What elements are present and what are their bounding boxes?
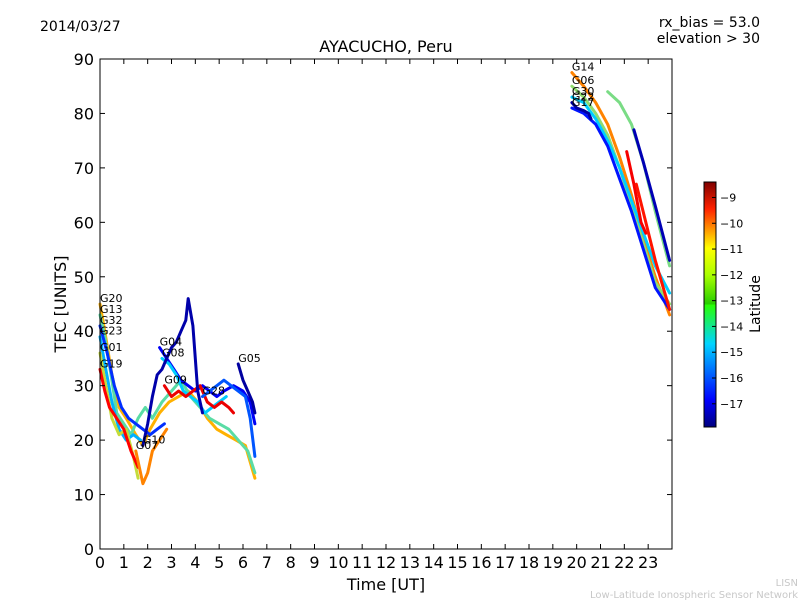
series-label-g01: G01 [100,341,123,354]
x-tick-label: 10 [328,553,348,572]
y-axis-ticks: 0 10 20 30 40 50 60 70 80 90 [74,50,672,559]
x-axis-label: Time [UT] [346,575,425,594]
x-tick-label: 22 [614,553,634,572]
x-tick-label: 2 [143,553,153,572]
x-tick-label: 16 [471,553,491,572]
x-tick-label: 7 [262,553,272,572]
series-label-g28: G28 [202,385,225,398]
series-label-g13: G13 [100,303,123,316]
colorbar-tick-label: −15 [720,346,743,359]
series-line-g28 [201,378,257,458]
elevation-label: elevation > 30 [657,31,760,47]
colorbar-tick-label: −12 [720,269,743,282]
series-label-g06: G06 [572,74,595,87]
series-label-g30: G30 [572,85,595,98]
series-line-g05 [236,362,257,415]
series-line-g13 [98,313,257,475]
y-tick-label: 50 [74,268,94,287]
x-tick-label: 18 [519,553,539,572]
series-line-unlabeled-20 [625,150,648,235]
series-line-unlabeled-19 [632,128,672,262]
x-tick-label: 23 [638,553,658,572]
x-tick-label: 14 [423,553,443,572]
y-tick-label: 90 [74,50,94,69]
series-label-g05: G05 [238,352,261,365]
colorbar-label: Latitude [748,275,764,333]
series-line-unlabeled-18 [606,90,672,268]
x-tick-label: 20 [566,553,586,572]
y-tick-label: 40 [74,322,94,341]
series-line-g09 [162,384,235,415]
series-line-g30 [570,95,672,295]
date-label: 2014/03/27 [40,19,121,35]
series-line-g17 [570,106,672,311]
y-tick-label: 60 [74,213,94,232]
y-axis-label: TEC [UNITS] [51,256,70,354]
colorbar-tick-label: −14 [720,320,743,333]
y-tick-label: 80 [74,104,94,123]
rx-bias-label: rx_bias = 53.0 [659,15,760,31]
series-line-g32 [98,324,166,437]
x-tick-label: 13 [400,553,420,572]
plot-frame [99,58,673,550]
series-label-g07: G07 [136,439,159,452]
x-tick-label: 8 [286,553,296,572]
series-line-g23 [98,335,142,442]
series-line-g14 [570,71,672,317]
y-tick-label: 20 [74,431,94,450]
x-tick-label: 21 [590,553,610,572]
x-tick-label: 17 [495,553,515,572]
series-line-g22 [570,101,593,121]
series-line-unlabeled-21 [634,182,672,311]
series-label-g22: G22 [572,91,595,104]
x-tick-label: 4 [190,553,200,572]
x-tick-label: 12 [376,553,396,572]
x-tick-label: 5 [214,553,224,572]
x-tick-label: 15 [447,553,467,572]
series-label-g08: G08 [162,346,185,359]
colorbar-ticks: −9 −10 −11 −12 −13 −14 −15 −16 −17 [712,191,743,411]
series-label-g09: G09 [164,374,187,387]
x-axis-ticks: 0 1 2 3 4 5 6 7 8 9 10 11 12 13 14 15 16 17 18 19 20 21 22 23 [95,59,658,572]
y-tick-label: 0 [84,540,94,559]
footer-lisn: LISN [776,578,798,589]
series-label-g10: G10 [143,434,166,447]
y-tick-label: 10 [74,486,94,505]
x-tick-label: 9 [309,553,319,572]
footer-network: Low-Latitude Ionospheric Sensor Network [590,590,798,600]
series-label-g23: G23 [100,325,123,338]
colorbar-tick-label: −16 [720,372,743,385]
series-label-g14: G14 [572,61,595,74]
colorbar-tick-label: −13 [720,295,743,308]
colorbar-tick-label: −9 [720,191,736,204]
y-tick-label: 70 [74,159,94,178]
x-tick-label: 1 [119,553,129,572]
x-tick-label: 6 [238,553,248,572]
colorbar-tick-label: −11 [720,243,743,256]
series-line-g10 [141,297,204,448]
x-tick-label: 11 [352,553,372,572]
y-tick-label: 30 [74,377,94,396]
colorbar-tick-label: −17 [720,398,743,411]
series-label-g04: G04 [160,336,183,349]
x-tick-label: 3 [166,553,176,572]
series-line-g20 [98,302,257,480]
series-label-g20: G20 [100,292,123,305]
series-layer [98,71,672,486]
series-label-g17: G17 [572,96,595,109]
series-label-g32: G32 [100,314,123,327]
colorbar-tick-label: −10 [720,217,743,230]
x-tick-label: 0 [95,553,105,572]
series-label-g19: G19 [100,357,123,370]
chart-title: AYACUCHO, Peru [319,37,452,56]
series-line-g19 [98,367,140,469]
series-line-g07 [134,427,169,486]
colorbar [703,181,717,428]
x-tick-label: 19 [543,553,563,572]
